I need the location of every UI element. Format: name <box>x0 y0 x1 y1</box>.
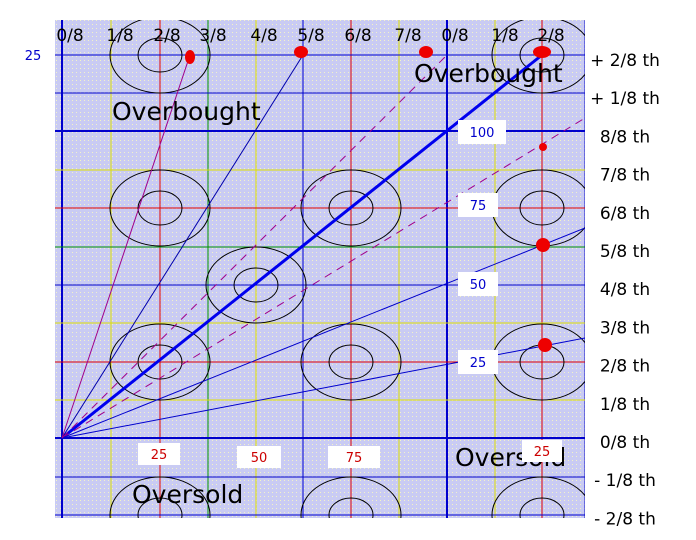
fan-line <box>61 117 585 439</box>
fan-line <box>61 227 585 439</box>
circle-inner <box>137 497 183 518</box>
bottom-label: 25 <box>151 448 168 463</box>
circle-outer <box>491 476 585 518</box>
bottom-label-box <box>237 446 281 468</box>
fan-line <box>61 54 191 439</box>
bottom-label: 75 <box>346 451 363 466</box>
circle-outer <box>300 323 402 401</box>
top-label: 1/8 <box>106 26 133 46</box>
circle-inner <box>328 497 374 518</box>
circle-inner <box>519 37 565 73</box>
red-dot <box>185 50 195 64</box>
circle-inner <box>137 190 183 226</box>
right-label: 5/8 th <box>600 242 650 262</box>
circle-inner <box>137 344 183 380</box>
zone-label: Oversold <box>132 480 243 509</box>
bottom-label-box <box>138 443 180 465</box>
right-label: - 2/8 th <box>594 509 656 529</box>
top-label: 4/8 <box>250 26 277 46</box>
right-label: 2/8 th <box>600 357 650 377</box>
top-label: 0/8 <box>56 26 83 46</box>
fan-label: 75 <box>470 199 487 214</box>
fan-label-box <box>458 193 498 217</box>
right-label: + 1/8 th <box>590 89 660 109</box>
right-label: 7/8 th <box>600 166 650 186</box>
top-label: 5/8 <box>297 26 324 46</box>
circle-outer <box>300 169 402 247</box>
fan-label: 25 <box>470 356 487 371</box>
circle-inner <box>233 267 279 303</box>
right-label: - 1/8 th <box>594 471 656 491</box>
fan-line <box>61 54 304 439</box>
zone-label: Overbought <box>414 59 563 88</box>
zone-label: Overbought <box>112 97 261 126</box>
bottom-label: 25 <box>534 445 551 460</box>
fan-label-box <box>458 120 506 144</box>
red-dot <box>539 143 547 151</box>
right-label: 6/8 th <box>600 204 650 224</box>
circle-outer <box>109 20 211 94</box>
red-dot <box>419 46 433 58</box>
circle-inner <box>328 344 374 380</box>
circle-inner <box>519 497 565 518</box>
right-label: 1/8 th <box>600 395 650 415</box>
top-label: 6/8 <box>344 26 371 46</box>
circle-outer <box>109 169 211 247</box>
fan-label-box <box>458 272 498 296</box>
top-label: 7/8 <box>394 26 421 46</box>
red-dot <box>536 238 550 252</box>
top-label: 3/8 <box>199 26 226 46</box>
right-label: 0/8 th <box>600 433 650 453</box>
right-label: + 2/8 th <box>590 51 660 71</box>
right-label: 8/8 th <box>600 127 650 147</box>
circle-outer <box>300 476 402 518</box>
fan-label-box <box>458 350 498 374</box>
bottom-label-box <box>328 446 380 468</box>
circle-outer <box>205 246 307 324</box>
fan-line <box>61 53 543 440</box>
red-dot <box>294 46 308 58</box>
corner-label: 25 <box>25 49 42 64</box>
circle-outer <box>109 476 211 518</box>
plot-background <box>55 20 585 518</box>
top-label: 1/8 <box>491 26 518 46</box>
bottom-label: 50 <box>251 451 268 466</box>
fan-label: 50 <box>470 278 487 293</box>
top-label: 2/8 <box>537 26 564 46</box>
circle-inner <box>519 190 565 226</box>
fan-label: 100 <box>470 126 495 141</box>
circle-inner <box>328 190 374 226</box>
circle-outer <box>491 20 585 94</box>
top-label: 0/8 <box>441 26 468 46</box>
bottom-label-box <box>522 440 562 462</box>
red-dot <box>533 46 551 58</box>
top-label: 2/8 <box>153 26 180 46</box>
right-label: 4/8 th <box>600 280 650 300</box>
right-label: 3/8 th <box>600 318 650 338</box>
red-dot <box>538 338 552 352</box>
fan-line <box>61 54 448 439</box>
circle-inner <box>137 37 183 73</box>
